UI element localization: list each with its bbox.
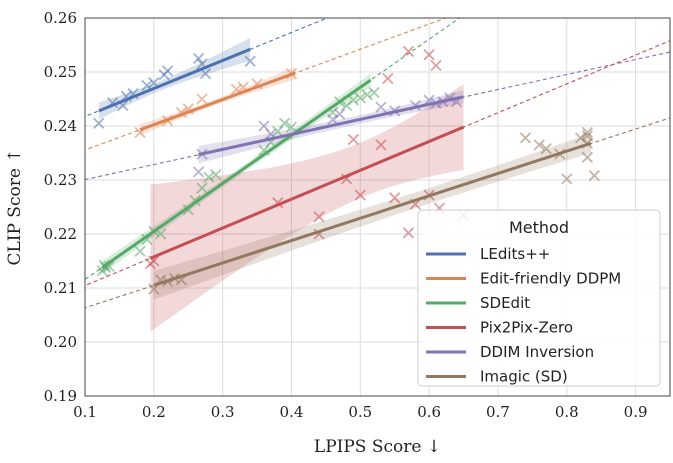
data-point	[375, 139, 387, 151]
confidence-band	[150, 84, 464, 332]
x-tick-label: 0.7	[486, 403, 510, 421]
legend-label: Pix2Pix-Zero	[480, 319, 573, 337]
data-point	[375, 101, 387, 113]
fit-line	[149, 125, 465, 260]
data-point	[347, 94, 360, 106]
confidence-band	[153, 133, 591, 300]
data-point	[588, 170, 600, 182]
x-tick-label: 0.3	[211, 403, 235, 421]
data-point	[574, 132, 587, 144]
data-point	[192, 52, 205, 65]
legend-label: LEdits++	[480, 245, 550, 263]
data-point	[354, 92, 366, 104]
data-point	[581, 126, 594, 139]
x-tick-label: 0.5	[348, 403, 372, 421]
legend-label: DDIM Inversion	[480, 343, 594, 361]
y-tick-label: 0.25	[44, 63, 77, 81]
data-point	[389, 192, 401, 204]
fit-line	[98, 47, 251, 113]
data-point	[203, 171, 215, 183]
data-point	[192, 166, 205, 178]
data-point	[103, 260, 115, 273]
y-ticks: 0.19 0.20 0.21 0.22 0.23 0.24 0.25 0.26	[44, 9, 77, 405]
data-point	[93, 117, 105, 129]
data-point	[368, 86, 380, 99]
y-tick-label: 0.21	[44, 279, 77, 297]
x-tick-label: 0.6	[417, 403, 441, 421]
data-point	[134, 245, 146, 257]
x-tick-label: 0.2	[142, 403, 166, 421]
data-point	[402, 45, 415, 58]
data-point	[285, 121, 298, 133]
y-axis-label: CLIP Score ↑	[5, 148, 25, 265]
data-point	[340, 99, 353, 112]
y-tick-label: 0.26	[44, 9, 77, 27]
x-tick-label: 0.9	[624, 403, 648, 421]
plot-content	[85, 18, 670, 332]
extended-fit-line	[85, 40, 670, 287]
x-tick-label: 0.8	[555, 403, 579, 421]
y-tick-label: 0.23	[44, 171, 77, 189]
data-point	[210, 168, 222, 181]
fit-line	[101, 78, 372, 269]
data-point	[361, 89, 373, 101]
plot-frame	[84, 17, 671, 397]
data-point	[196, 93, 208, 105]
legend-box	[417, 209, 661, 387]
legend: Method LEdits++ Edit-friendly DDPM SDEdit P…	[417, 209, 661, 387]
legend-title: Method	[509, 218, 569, 237]
fit-line	[139, 71, 296, 132]
data-point	[161, 65, 174, 77]
data-point	[196, 182, 208, 194]
legend-label: Edit-friendly DDPM	[480, 270, 621, 288]
y-tick-label: 0.20	[44, 333, 77, 351]
legend-label: SDEdit	[480, 294, 530, 312]
legend-items: LEdits++ Edit-friendly DDPM SDEdit Pix2Pix-…	[426, 245, 621, 386]
fit-lines	[98, 47, 592, 287]
x-ticks: 0.1 0.2 0.3 0.4 0.5 0.6 0.7 0.8 0.9	[73, 403, 647, 421]
data-point	[278, 117, 291, 129]
fit-line	[198, 95, 464, 157]
data-point	[519, 132, 532, 144]
data-point	[540, 143, 552, 155]
x-tick-label: 0.1	[73, 403, 97, 421]
y-tick-label: 0.22	[44, 225, 77, 243]
data-point	[423, 49, 435, 61]
data-point	[313, 211, 325, 223]
data-point	[327, 113, 339, 126]
data-point	[347, 133, 360, 146]
data-point	[354, 189, 366, 201]
x-tick-label: 0.4	[280, 403, 304, 421]
data-point	[334, 108, 346, 120]
data-point	[561, 173, 573, 185]
data-point	[533, 139, 545, 151]
x-axis-label: LPIPS Score ↓	[314, 437, 441, 457]
data-point	[244, 55, 256, 67]
data-point	[581, 151, 594, 163]
data-points	[93, 45, 600, 295]
data-point	[402, 227, 415, 239]
data-point	[382, 72, 394, 85]
data-point	[430, 59, 442, 72]
y-tick-label: 0.24	[44, 117, 77, 135]
legend-label: Imagic (SD)	[480, 368, 568, 386]
fit-line	[153, 141, 592, 287]
y-tick-label: 0.19	[44, 387, 77, 405]
